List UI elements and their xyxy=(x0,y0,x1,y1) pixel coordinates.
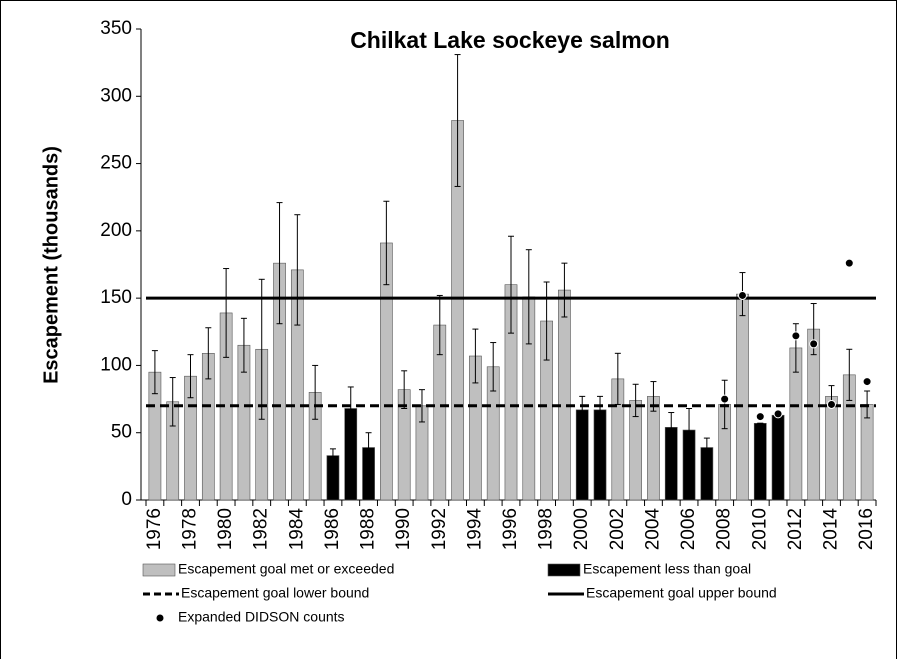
error-bar xyxy=(205,327,212,380)
didson-point xyxy=(791,331,801,341)
x-tick-label: 1980 xyxy=(215,508,236,550)
x-tick-label: 1984 xyxy=(286,508,307,551)
legend-label: Escapement goal met or exceeded xyxy=(178,561,394,577)
error-bar xyxy=(329,448,336,463)
didson-point xyxy=(862,377,872,387)
x-tick-label: 1978 xyxy=(180,508,201,550)
x-tick-label: 1994 xyxy=(464,508,485,551)
x-tick-label: 2004 xyxy=(642,508,663,551)
legend-label: Escapement goal lower bound xyxy=(181,585,369,601)
didson-point xyxy=(720,394,730,404)
error-bar xyxy=(258,278,265,420)
bar xyxy=(771,414,785,501)
x-tick-label: 2012 xyxy=(785,508,806,550)
x-tick-label: 1988 xyxy=(358,508,379,550)
error-bar xyxy=(846,348,853,401)
error-bar xyxy=(668,412,675,443)
error-bar xyxy=(294,214,301,326)
x-tick-label: 1986 xyxy=(322,508,343,550)
didson-point xyxy=(755,412,765,422)
error-bar xyxy=(508,235,514,334)
didson-point xyxy=(826,399,836,409)
didson-point xyxy=(844,258,854,268)
x-tick-label: 2002 xyxy=(607,508,628,550)
error-bar xyxy=(472,328,479,384)
error-bar xyxy=(454,54,461,187)
error-bar xyxy=(597,395,604,424)
didson-point xyxy=(737,290,747,300)
legend-label: Expanded DIDSON counts xyxy=(178,609,345,625)
error-bar xyxy=(543,281,550,361)
bar xyxy=(647,396,660,501)
legend-label: Escapement goal upper bound xyxy=(586,585,777,601)
error-bar xyxy=(151,350,158,395)
error-bar xyxy=(579,395,586,424)
error-bar xyxy=(312,364,319,420)
chart-title: Chilkat Lake sockeye salmon xyxy=(350,27,670,53)
error-bar xyxy=(276,202,283,325)
bar xyxy=(753,422,767,501)
didson-point xyxy=(809,339,819,349)
didson-point xyxy=(773,409,783,419)
legend-swatch xyxy=(547,563,581,577)
error-bar xyxy=(418,389,425,423)
x-tick-label: 2008 xyxy=(714,508,735,550)
error-bar xyxy=(223,268,230,358)
legend-label: Escapement less than goal xyxy=(583,561,751,577)
bar xyxy=(860,404,874,501)
y-tick-label: 100 xyxy=(100,354,132,375)
y-axis-label: Escapement (thousands) xyxy=(40,146,62,384)
error-bar xyxy=(169,377,176,427)
x-tick-label: 2016 xyxy=(856,508,877,550)
x-tick-label: 2006 xyxy=(678,508,699,550)
error-bar xyxy=(686,407,693,453)
error-bar xyxy=(240,317,247,373)
bar xyxy=(558,289,571,501)
y-tick-label: 150 xyxy=(100,287,132,308)
error-bar xyxy=(703,437,710,458)
y-tick-label: 350 xyxy=(100,18,132,39)
y-tick-label: 50 xyxy=(111,422,132,443)
x-tick-label: 2014 xyxy=(821,508,842,551)
error-bar xyxy=(383,200,390,286)
error-bar xyxy=(436,294,443,356)
y-tick-label: 0 xyxy=(121,489,132,510)
x-tick-label: 2010 xyxy=(749,508,770,550)
error-bar xyxy=(632,383,639,418)
legend-swatch xyxy=(142,563,176,577)
bar xyxy=(736,293,749,501)
x-tick-label: 1992 xyxy=(429,508,450,550)
y-tick-label: 200 xyxy=(100,220,132,241)
error-bar xyxy=(490,342,497,392)
y-tick-label: 250 xyxy=(100,153,132,174)
x-tick-label: 1982 xyxy=(251,508,272,550)
x-tick-label: 2000 xyxy=(571,508,592,550)
legend-dot xyxy=(156,614,164,622)
x-tick-label: 1998 xyxy=(536,508,557,550)
bar xyxy=(825,396,838,501)
error-bar xyxy=(365,432,372,463)
error-bar xyxy=(561,262,568,318)
error-bar xyxy=(187,354,194,399)
error-bar xyxy=(347,386,354,431)
x-tick-label: 1976 xyxy=(144,508,165,550)
x-tick-label: 1996 xyxy=(500,508,521,550)
x-tick-label: 1990 xyxy=(393,508,414,550)
y-tick-label: 300 xyxy=(100,85,132,106)
error-bar xyxy=(401,370,408,409)
